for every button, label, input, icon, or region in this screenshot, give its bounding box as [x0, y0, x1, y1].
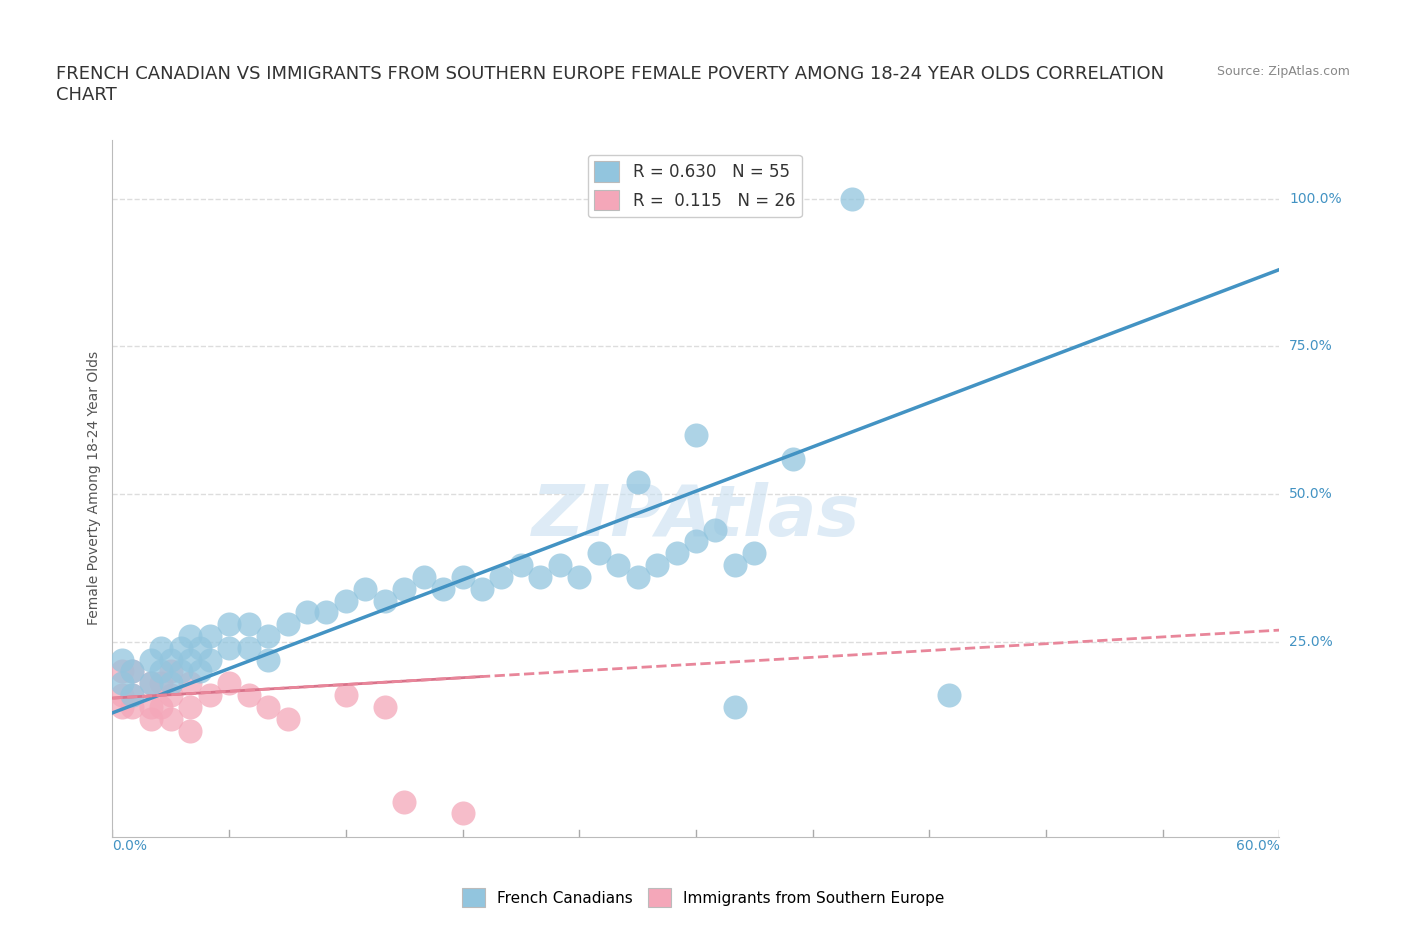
Point — [665, 546, 688, 561]
Point — [121, 664, 143, 679]
Point — [188, 641, 211, 656]
Point — [548, 558, 571, 573]
Point — [257, 652, 280, 667]
Point — [160, 711, 183, 726]
Point — [295, 604, 318, 619]
Point — [121, 664, 143, 679]
Point — [392, 581, 416, 596]
Point — [111, 687, 134, 702]
Point — [392, 794, 416, 809]
Point — [179, 676, 201, 691]
Point — [685, 534, 707, 549]
Text: 75.0%: 75.0% — [1289, 339, 1333, 353]
Point — [179, 652, 201, 667]
Point — [685, 428, 707, 443]
Text: 100.0%: 100.0% — [1289, 192, 1341, 206]
Text: 60.0%: 60.0% — [1236, 840, 1279, 854]
Point — [169, 664, 191, 679]
Point — [529, 569, 551, 584]
Point — [141, 699, 163, 714]
Text: ZIPAtlas: ZIPAtlas — [531, 482, 860, 551]
Point — [568, 569, 591, 584]
Point — [121, 699, 143, 714]
Point — [645, 558, 668, 573]
Point — [432, 581, 454, 596]
Point — [141, 676, 163, 691]
Point — [111, 676, 134, 691]
Point — [724, 558, 747, 573]
Point — [160, 664, 183, 679]
Point — [315, 604, 337, 619]
Point — [607, 558, 630, 573]
Point — [179, 724, 201, 738]
Point — [354, 581, 377, 596]
Point — [257, 629, 280, 644]
Point — [238, 687, 260, 702]
Point — [276, 617, 298, 631]
Point — [160, 652, 183, 667]
Point — [451, 569, 474, 584]
Point — [257, 699, 280, 714]
Text: 0.0%: 0.0% — [112, 840, 148, 854]
Text: Source: ZipAtlas.com: Source: ZipAtlas.com — [1216, 65, 1350, 78]
Point — [276, 711, 298, 726]
Point — [121, 687, 143, 702]
Point — [169, 641, 191, 656]
Point — [841, 192, 863, 206]
Point — [782, 451, 804, 466]
Point — [238, 641, 260, 656]
Point — [141, 711, 163, 726]
Point — [198, 629, 221, 644]
Point — [412, 569, 434, 584]
Point — [335, 687, 357, 702]
Point — [111, 699, 134, 714]
Point — [188, 664, 211, 679]
Point — [198, 652, 221, 667]
Point — [471, 581, 494, 596]
Point — [374, 593, 396, 608]
Point — [218, 617, 240, 631]
Point — [491, 569, 513, 584]
Point — [150, 676, 173, 691]
Point — [627, 569, 650, 584]
Text: FRENCH CANADIAN VS IMMIGRANTS FROM SOUTHERN EUROPE FEMALE POVERTY AMONG 18-24 YE: FRENCH CANADIAN VS IMMIGRANTS FROM SOUTH… — [56, 65, 1164, 104]
Point — [141, 652, 163, 667]
Point — [627, 475, 650, 490]
Point — [218, 676, 240, 691]
Legend: R = 0.630   N = 55, R =  0.115   N = 26: R = 0.630 N = 55, R = 0.115 N = 26 — [588, 154, 801, 217]
Point — [150, 641, 173, 656]
Text: 25.0%: 25.0% — [1289, 635, 1333, 649]
Point — [238, 617, 260, 631]
Point — [111, 664, 134, 679]
Point — [160, 676, 183, 691]
Point — [724, 699, 747, 714]
Point — [141, 676, 163, 691]
Point — [218, 641, 240, 656]
Point — [150, 699, 173, 714]
Point — [121, 687, 143, 702]
Point — [938, 687, 960, 702]
Point — [374, 699, 396, 714]
Y-axis label: Female Poverty Among 18-24 Year Olds: Female Poverty Among 18-24 Year Olds — [87, 352, 101, 625]
Point — [150, 664, 173, 679]
Point — [179, 699, 201, 714]
Legend: French Canadians, Immigrants from Southern Europe: French Canadians, Immigrants from Southe… — [456, 883, 950, 913]
Point — [160, 687, 183, 702]
Point — [198, 687, 221, 702]
Point — [742, 546, 765, 561]
Point — [451, 806, 474, 821]
Point — [111, 652, 134, 667]
Point — [588, 546, 610, 561]
Text: 50.0%: 50.0% — [1289, 487, 1333, 501]
Point — [704, 522, 727, 537]
Point — [335, 593, 357, 608]
Point — [179, 629, 201, 644]
Point — [509, 558, 531, 573]
